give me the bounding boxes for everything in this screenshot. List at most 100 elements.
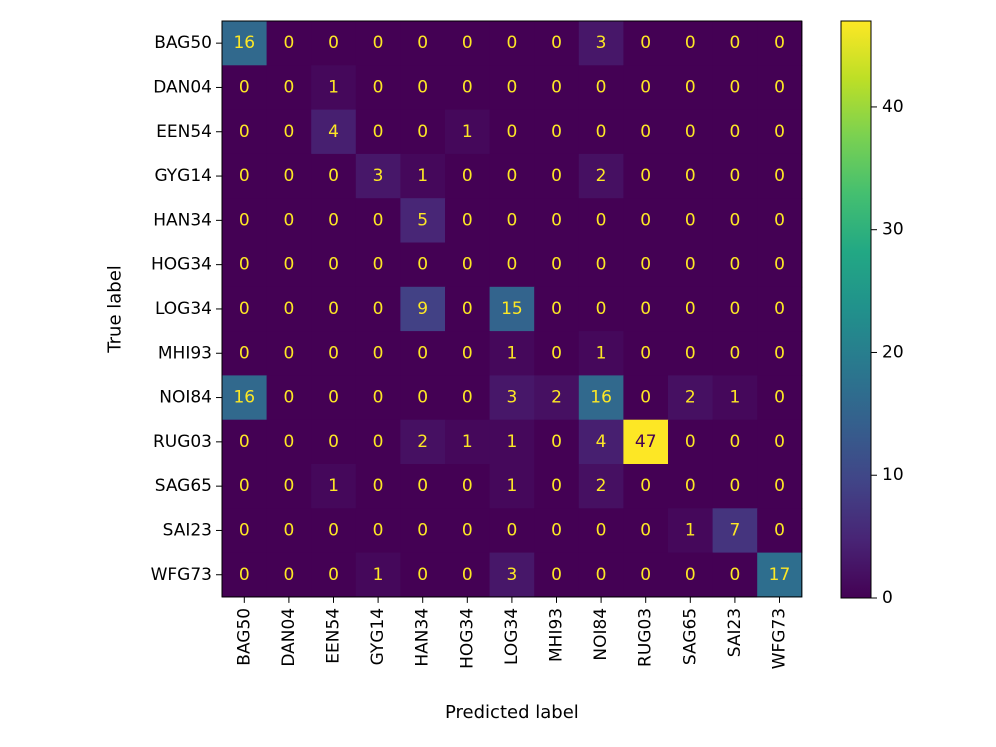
cell-value-label: 0 (729, 343, 740, 363)
heatmap-cell (757, 464, 803, 509)
heatmap-cell (266, 242, 312, 288)
cell-value-label: 0 (239, 166, 250, 186)
colorbar-tick-label: 20 (882, 342, 904, 362)
cell-value-label: 0 (729, 33, 740, 53)
x-tick-label: NOI84 (591, 608, 611, 661)
cell-value-label: 16 (233, 33, 255, 53)
heatmap-cell (578, 198, 624, 244)
cell-value-label: 0 (462, 255, 473, 275)
cell-value-label: 0 (283, 166, 294, 186)
heatmap-cell (668, 331, 714, 376)
cell-value-label: 0 (239, 122, 250, 142)
x-tick-label: DAN04 (279, 608, 299, 667)
heatmap-cell (623, 109, 669, 155)
cell-value-label: 0 (774, 210, 785, 230)
cell-value-label: 0 (640, 476, 651, 496)
heatmap-cell (489, 242, 535, 288)
cell-value-label: 0 (373, 520, 384, 540)
heatmap-cell (266, 65, 312, 111)
cell-value-label: 0 (506, 77, 517, 97)
cell-value-label: 0 (239, 476, 250, 496)
x-axis-ticks: BAG50 DAN04 EEN54 GYG14 HAN34 HOG34 LOG34 MHI93… (234, 596, 790, 669)
heatmap-cell (355, 419, 401, 465)
heatmap-cell (400, 153, 446, 199)
heatmap-cell (266, 109, 312, 155)
heatmap-cell (489, 153, 535, 199)
cell-value-label: 0 (283, 476, 294, 496)
heatmap-cell (400, 109, 446, 155)
heatmap-cell (712, 198, 758, 244)
cell-value-label: 0 (729, 476, 740, 496)
cell-value-label: 15 (501, 299, 523, 319)
heatmap-cell (445, 286, 491, 332)
heatmap-cell (311, 153, 357, 199)
cell-value-label: 0 (729, 299, 740, 319)
heatmap-cell (311, 419, 357, 465)
cell-value-label: 0 (373, 343, 384, 363)
heatmap-cell (489, 419, 535, 465)
heatmap-cell (757, 375, 803, 421)
cell-value-label: 0 (283, 520, 294, 540)
heatmap-cell (757, 286, 803, 332)
cell-value-label: 0 (283, 565, 294, 585)
heatmap-cell (311, 21, 357, 66)
cell-value-label: 0 (729, 255, 740, 275)
heatmap-cells (222, 21, 803, 598)
cell-value-label: 0 (685, 77, 696, 97)
heatmap-cell (668, 153, 714, 199)
cell-value-label: 0 (685, 565, 696, 585)
cell-value-label: 0 (640, 565, 651, 585)
heatmap-cell (623, 242, 669, 288)
cell-value-label: 0 (328, 210, 339, 230)
heatmap-cell (623, 552, 669, 598)
y-tick-label: MHI93 (158, 343, 212, 363)
cell-value-label: 0 (685, 166, 696, 186)
cell-value-label: 0 (551, 77, 562, 97)
heatmap-cell (578, 153, 624, 199)
heatmap-cell (623, 286, 669, 332)
heatmap-cell (355, 153, 401, 199)
heatmap-cell (712, 552, 758, 598)
cell-value-label: 3 (506, 565, 517, 585)
heatmap-cell (534, 286, 580, 332)
colorbar-tick-label: 0 (882, 588, 893, 608)
cell-value-label: 0 (774, 520, 785, 540)
heatmap-cell (400, 21, 446, 66)
cell-value-label: 0 (551, 343, 562, 363)
cell-value-label: 0 (596, 255, 607, 275)
heatmap-cell (266, 419, 312, 465)
cell-value-label: 2 (596, 476, 607, 496)
heatmap-cell (266, 286, 312, 332)
heatmap-cell (355, 65, 401, 111)
x-tick-label: SAG65 (680, 608, 700, 665)
cell-value-label: 0 (685, 476, 696, 496)
cell-value-label: 0 (328, 299, 339, 319)
cell-value-label: 0 (417, 565, 428, 585)
heatmap-cell (489, 375, 535, 421)
cell-value-label: 0 (551, 255, 562, 275)
cell-value-label: 0 (239, 432, 250, 452)
cell-value-label: 0 (462, 565, 473, 585)
cell-value-label: 0 (373, 122, 384, 142)
cell-value-label: 1 (729, 388, 740, 408)
heatmap-cell (668, 198, 714, 244)
heatmap-cell (311, 375, 357, 421)
heatmap-cell (757, 419, 803, 465)
heatmap-cell (489, 552, 535, 598)
heatmap-cell (534, 242, 580, 288)
cell-value-label: 0 (685, 33, 696, 53)
cell-value-label: 0 (239, 255, 250, 275)
cell-value-label: 0 (462, 520, 473, 540)
cell-value-label: 0 (506, 122, 517, 142)
cell-value-label: 0 (774, 476, 785, 496)
cell-value-label: 0 (239, 343, 250, 363)
cell-value-label: 0 (417, 122, 428, 142)
heatmap-cell (489, 508, 535, 554)
y-tick-label: BAG50 (154, 33, 212, 53)
heatmap-cell (712, 508, 758, 554)
cell-value-label: 0 (417, 77, 428, 97)
cell-value-label: 0 (729, 432, 740, 452)
heatmap-cell (578, 375, 624, 421)
heatmap-cell (311, 552, 357, 598)
heatmap-cell (712, 375, 758, 421)
